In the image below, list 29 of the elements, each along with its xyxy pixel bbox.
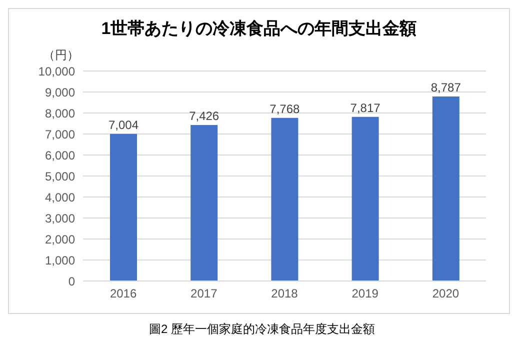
- y-tick-label: 5,000: [44, 169, 76, 184]
- x-tick-label: 2016: [110, 286, 137, 301]
- data-label: 7,004: [108, 118, 139, 132]
- y-tick-label: 1,000: [44, 253, 76, 268]
- x-tick-label: 2020: [432, 286, 460, 301]
- bar: [110, 134, 137, 281]
- y-tick-label: 2,000: [44, 232, 76, 246]
- caption: 圖2 歷年一個家庭的冷凍食品年度支出金額: [149, 321, 376, 338]
- x-tick-label: 2018: [271, 286, 298, 301]
- y-tick-label: 10,000: [38, 64, 76, 78]
- y-axis-title: （円）: [43, 47, 79, 64]
- data-label: 8,787: [430, 80, 462, 94]
- chart-title: 1世帯あたりの冷凍食品への年間支出金額: [100, 18, 418, 40]
- bar: [190, 125, 218, 281]
- data-label: 7,426: [189, 109, 220, 124]
- data-label: 7,817: [350, 100, 381, 115]
- x-tick-label: 2017: [190, 286, 218, 301]
- y-tick-label: 6,000: [44, 148, 76, 162]
- bar: [352, 116, 379, 281]
- y-tick-label: 3,000: [44, 211, 76, 226]
- y-tick-label: 9,000: [44, 85, 76, 100]
- y-tick-label: 4,000: [44, 190, 76, 204]
- y-tick-label: 0: [68, 274, 76, 288]
- y-tick-label: 7,000: [44, 127, 76, 142]
- data-label: 7,768: [270, 102, 300, 116]
- y-tick-label: 8,000: [44, 106, 76, 120]
- bar: [432, 96, 460, 281]
- bar: [271, 118, 298, 281]
- x-tick-label: 2019: [352, 286, 379, 301]
